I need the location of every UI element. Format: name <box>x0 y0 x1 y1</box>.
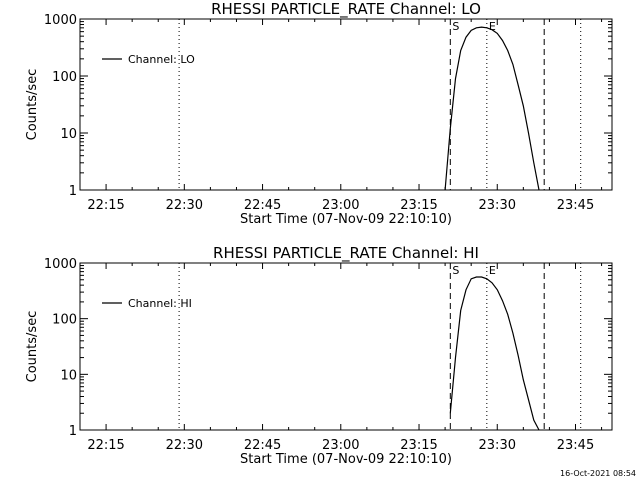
chart-0-ytick-label-0: 1 <box>69 184 77 199</box>
chart-1-ytick-label-2: 100 <box>52 313 77 328</box>
chart-0-xtick-label-2: 22:45 <box>244 198 281 213</box>
footer-timestamp: 16-Oct-2021 08:54 <box>560 469 636 478</box>
chart-1-series-line-0 <box>449 276 540 431</box>
chart-0-title: RHESSI PARTICLE_RATE Channel: LO <box>211 0 481 19</box>
chart-0-xtick-label-5: 23:30 <box>479 198 516 213</box>
chart-1-xtick-label-4: 23:15 <box>400 438 437 453</box>
chart-0-series-line-0 <box>444 26 540 191</box>
chart-0-xlabel: Start Time (07-Nov-09 22:10:10) <box>240 212 452 227</box>
chart-1-annot-label-1: E <box>489 264 496 277</box>
chart-0-legend-label-0: Channel: LO <box>128 53 195 66</box>
panel-lo: RHESSI PARTICLE_RATE Channel: LO 22:15 22:… <box>25 0 613 227</box>
chart-1-ylabel: Counts/sec <box>25 311 40 383</box>
chart-0-ytick-label-2: 100 <box>52 70 77 85</box>
chart-1-xtick-label-0: 22:15 <box>87 438 124 453</box>
chart-1-xtick-label-2: 22:45 <box>244 438 281 453</box>
chart-0-annot-label-1: E <box>489 20 496 33</box>
chart-1-annot-label-0: S <box>452 264 459 277</box>
chart-0-ytick-label-3: 1000 <box>44 13 77 28</box>
chart-0-xtick-label-1: 22:30 <box>166 198 203 213</box>
chart-0-xtick-label-6: 23:45 <box>557 198 594 213</box>
chart-0-ylabel: Counts/sec <box>25 69 40 141</box>
chart-1-ytick-label-0: 1 <box>69 424 77 439</box>
chart-0-xtick-label-3: 23:00 <box>322 198 359 213</box>
chart-1-title: RHESSI PARTICLE_RATE Channel: HI <box>213 244 479 263</box>
chart-0-frame <box>79 18 613 191</box>
chart-0-xtick-label-4: 23:15 <box>400 198 437 213</box>
chart-1-xlabel: Start Time (07-Nov-09 22:10:10) <box>240 452 452 467</box>
chart-1-xtick-label-3: 23:00 <box>322 438 359 453</box>
chart-0-annot-label-0: S <box>452 20 459 33</box>
chart-0-ytick-label-1: 10 <box>60 127 77 142</box>
chart-1-ytick-label-1: 10 <box>60 368 77 383</box>
panel-hi: RHESSI PARTICLE_RATE Channel: HI 22:15 22:… <box>25 244 613 467</box>
chart-1-legend-label-0: Channel: HI <box>128 297 192 310</box>
chart-1-xtick-label-5: 23:30 <box>479 438 516 453</box>
chart-1-frame <box>79 262 613 431</box>
chart-1-xtick-label-1: 22:30 <box>166 438 203 453</box>
chart-1-xtick-label-6: 23:45 <box>557 438 594 453</box>
chart-1-ytick-label-3: 1000 <box>44 257 77 272</box>
chart-0-xtick-label-0: 22:15 <box>87 198 124 213</box>
